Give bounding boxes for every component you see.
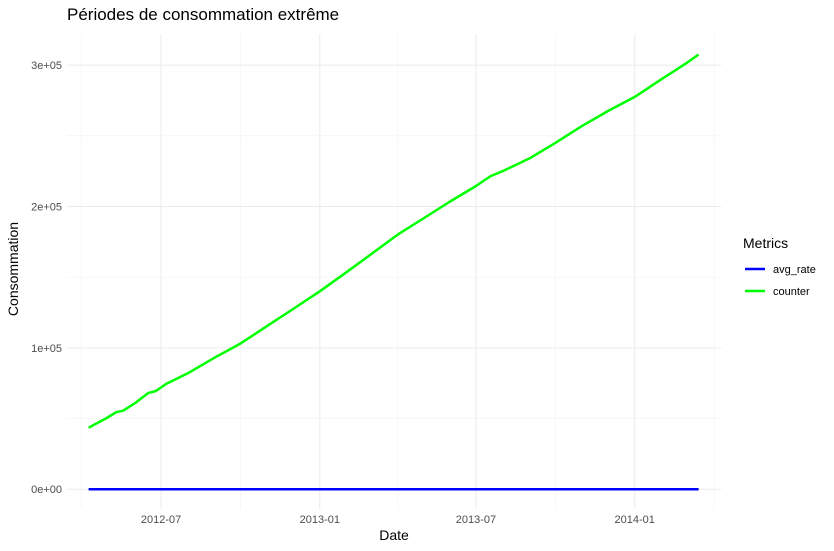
x-tick-label: 2014-01: [615, 514, 655, 526]
legend: Metrics avg_rate counter: [743, 235, 816, 298]
legend-label-avg-rate: avg_rate: [773, 264, 816, 276]
y-axis-tick-labels: 0e+00 1e+05 2e+05 3e+05: [31, 60, 62, 496]
x-axis-title: Date: [379, 527, 409, 543]
major-gridlines: [67, 34, 721, 509]
minor-gridlines: [67, 34, 721, 509]
series-lines: [88, 53, 700, 491]
y-axis-title: Consommation: [5, 222, 21, 316]
x-tick-label: 2012-07: [141, 514, 181, 526]
y-tick-label: 2e+05: [31, 201, 62, 213]
legend-label-counter: counter: [773, 286, 810, 298]
x-axis-tick-labels: 2012-07 2013-01 2013-07 2014-01: [141, 514, 655, 526]
y-tick-label: 0e+00: [31, 484, 62, 496]
x-tick-label: 2013-07: [456, 514, 496, 526]
chart-title: Périodes de consommation extrême: [67, 5, 339, 24]
x-tick-label: 2013-01: [300, 514, 340, 526]
legend-title: Metrics: [743, 235, 788, 251]
y-tick-label: 1e+05: [31, 343, 62, 355]
y-tick-label: 3e+05: [31, 60, 62, 72]
series-line-counter: [88, 53, 700, 429]
